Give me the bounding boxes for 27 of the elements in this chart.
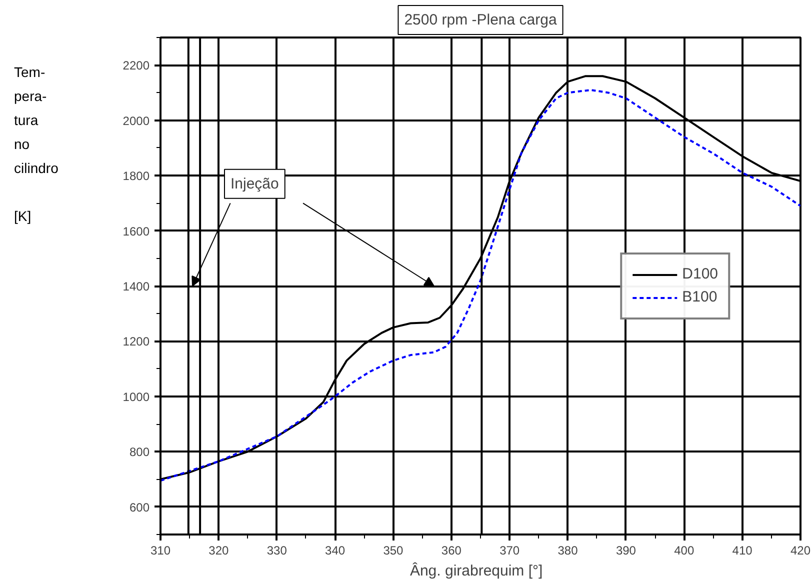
y-tick-label: 800 (129, 445, 150, 460)
text: Tem- pera- tura no cilindro [K] (14, 64, 58, 224)
x-tick-label: 320 (208, 544, 230, 558)
y-tick-label: 1800 (122, 169, 150, 184)
x-tick-label: 420 (790, 544, 811, 558)
legend-label: D100 (682, 266, 718, 282)
x-tick-label: 310 (150, 544, 171, 558)
x-tick-label: 350 (383, 544, 404, 558)
chart-title: 2500 rpm -Plena carga (404, 12, 558, 28)
y-tick-label: 2000 (122, 114, 150, 128)
x-tick-label: 410 (732, 544, 753, 558)
x-tick-label: 380 (558, 544, 578, 558)
y-tick-label: 2200 (122, 58, 150, 73)
y-tick-label: 1400 (122, 280, 150, 294)
x-tick-label: 330 (266, 544, 288, 558)
x-tick-label: 390 (616, 544, 636, 558)
x-tick-label: 340 (325, 544, 346, 558)
x-tick-label: 360 (441, 544, 462, 558)
x-axis-title: Âng. girabrequim [°] (410, 562, 543, 580)
y-tick-label: 1200 (122, 334, 150, 349)
y-tick-label: 600 (129, 500, 150, 514)
x-tick-label: 370 (500, 544, 520, 558)
y-tick-label: 1600 (122, 224, 150, 238)
legend-label: B100 (682, 288, 718, 306)
y-tick-label: 1000 (122, 390, 150, 404)
x-tick-label: 400 (674, 544, 694, 558)
annotation: Injeção (230, 175, 279, 192)
